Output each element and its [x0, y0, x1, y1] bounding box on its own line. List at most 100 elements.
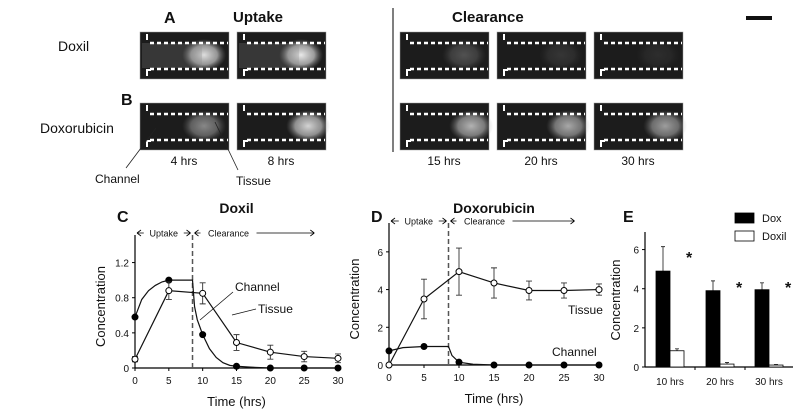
x-tick-label: 0 [132, 376, 138, 387]
legend-label-doxil: Doxil [762, 231, 786, 243]
clearance-heading: Clearance [452, 9, 524, 26]
data-point [300, 353, 308, 361]
x-tick-label: 15 [488, 373, 500, 384]
data-point [420, 343, 428, 351]
y-axis-label: Concentration [347, 259, 362, 340]
scale-bar [746, 16, 772, 20]
tissue-fluorescence [286, 110, 331, 142]
x-tick-label: 10 [197, 376, 209, 387]
marker-bottom [146, 69, 151, 76]
time-label: 20 hrs [524, 154, 557, 168]
significance-marker: * [785, 280, 792, 297]
x-tick-label: 10 hrs [656, 377, 684, 388]
micrograph-doxil-2 [399, 31, 490, 80]
series-label-tissue: Tissue [258, 302, 293, 316]
significance-marker: * [686, 250, 693, 267]
panel-a-letter: A [164, 10, 176, 27]
micrograph-doxil-1 [236, 31, 327, 80]
series-label-channel: Channel [552, 345, 597, 359]
data-point [300, 364, 308, 372]
micrograph-doxorubicin-4 [593, 102, 688, 151]
y-tick-label: 6 [377, 248, 383, 259]
x-tick-label: 5 [166, 376, 172, 387]
tissue-pointer [214, 121, 239, 171]
label-bg [200, 227, 257, 239]
error-bar [661, 246, 665, 272]
data-point [525, 287, 533, 295]
data-point [199, 289, 207, 297]
error-bar [760, 282, 764, 290]
y-tick-label: 6 [633, 246, 639, 257]
bar-dox [705, 290, 721, 368]
data-point [455, 358, 463, 366]
x-tick-label: 15 [231, 376, 243, 387]
channel-fluorescence [239, 43, 299, 68]
data-point [560, 287, 568, 295]
label-bg [143, 227, 184, 239]
x-tick-label: 30 hrs [755, 377, 783, 388]
micrograph-doxorubicin-0 [139, 102, 230, 151]
x-tick-label: 25 [558, 373, 570, 384]
series-label-channel: Channel [235, 280, 280, 294]
x-tick-label: 30 [593, 373, 605, 384]
x-tick-label: 20 [265, 376, 277, 387]
x-tick-label: 20 [523, 373, 535, 384]
y-tick-label: 0.8 [115, 294, 129, 305]
data-point [165, 287, 173, 295]
data-point [420, 295, 428, 303]
y-tick-label: 1.2 [115, 259, 129, 270]
uptake-heading: Uptake [233, 9, 283, 26]
marker-bottom [243, 140, 248, 147]
annot-tissue: Tissue [236, 174, 271, 188]
tissue-fluorescence [182, 39, 227, 71]
x-axis-label: Time (hrs) [465, 391, 524, 406]
label-pointer [199, 291, 234, 321]
micrograph-doxil-0 [139, 31, 230, 80]
marker-bottom [406, 140, 411, 147]
data-point [385, 361, 393, 369]
x-tick-label: 20 hrs [706, 377, 734, 388]
x-tick-label: 25 [299, 376, 311, 387]
uptake-label: Uptake [404, 217, 433, 227]
panel-letter: D [371, 209, 383, 226]
x-tick-label: 0 [386, 373, 392, 384]
chart-e: E 0 2 4 6 Concentration 10 hrs * 20 hrs * 30 hrs * D… [608, 209, 793, 388]
micrograph-doxorubicin-1 [236, 102, 331, 151]
marker-bottom [600, 69, 605, 76]
data-point [595, 286, 603, 294]
label-bg [398, 215, 439, 227]
marker-bottom [503, 140, 508, 147]
time-label: 30 hrs [621, 154, 654, 168]
label-bg [456, 215, 513, 227]
data-point [233, 339, 240, 347]
chart-title: Doxorubicin [453, 200, 535, 216]
data-point [131, 313, 139, 321]
chart-c: C Doxil 0 5 10 15 20 25 30 0 0.4 0.8 1.2 Time (hrs) Co… [93, 200, 344, 409]
tissue-fluorescence [182, 110, 227, 142]
bar-doxil [719, 363, 735, 368]
series-channel [385, 343, 603, 369]
tissue-fluorescence [279, 39, 324, 71]
y-tick-label: 4 [633, 285, 639, 296]
error-bar [711, 280, 715, 291]
legend-label-dox: Dox [762, 213, 782, 225]
series-line [388, 345, 599, 366]
time-label: 15 hrs [427, 154, 460, 168]
x-tick-label: 30 [332, 376, 344, 387]
time-label: 4 hrs [171, 154, 198, 168]
data-point [334, 364, 342, 372]
y-tick-label: 2 [633, 324, 639, 335]
clearance-label: Clearance [464, 217, 505, 227]
data-point [266, 348, 274, 356]
bar-dox [655, 270, 671, 368]
tissue-fluorescence [539, 39, 584, 71]
panel-letter: C [117, 209, 129, 226]
x-tick-label: 10 [453, 373, 465, 384]
bar-doxil [768, 364, 784, 368]
marker-bottom [503, 69, 508, 76]
marker-bottom [406, 69, 411, 76]
uptake-label: Uptake [149, 229, 178, 239]
row-label-doxil: Doxil [58, 38, 89, 54]
channel-fluorescence [142, 43, 202, 68]
series-tissue [131, 281, 342, 364]
